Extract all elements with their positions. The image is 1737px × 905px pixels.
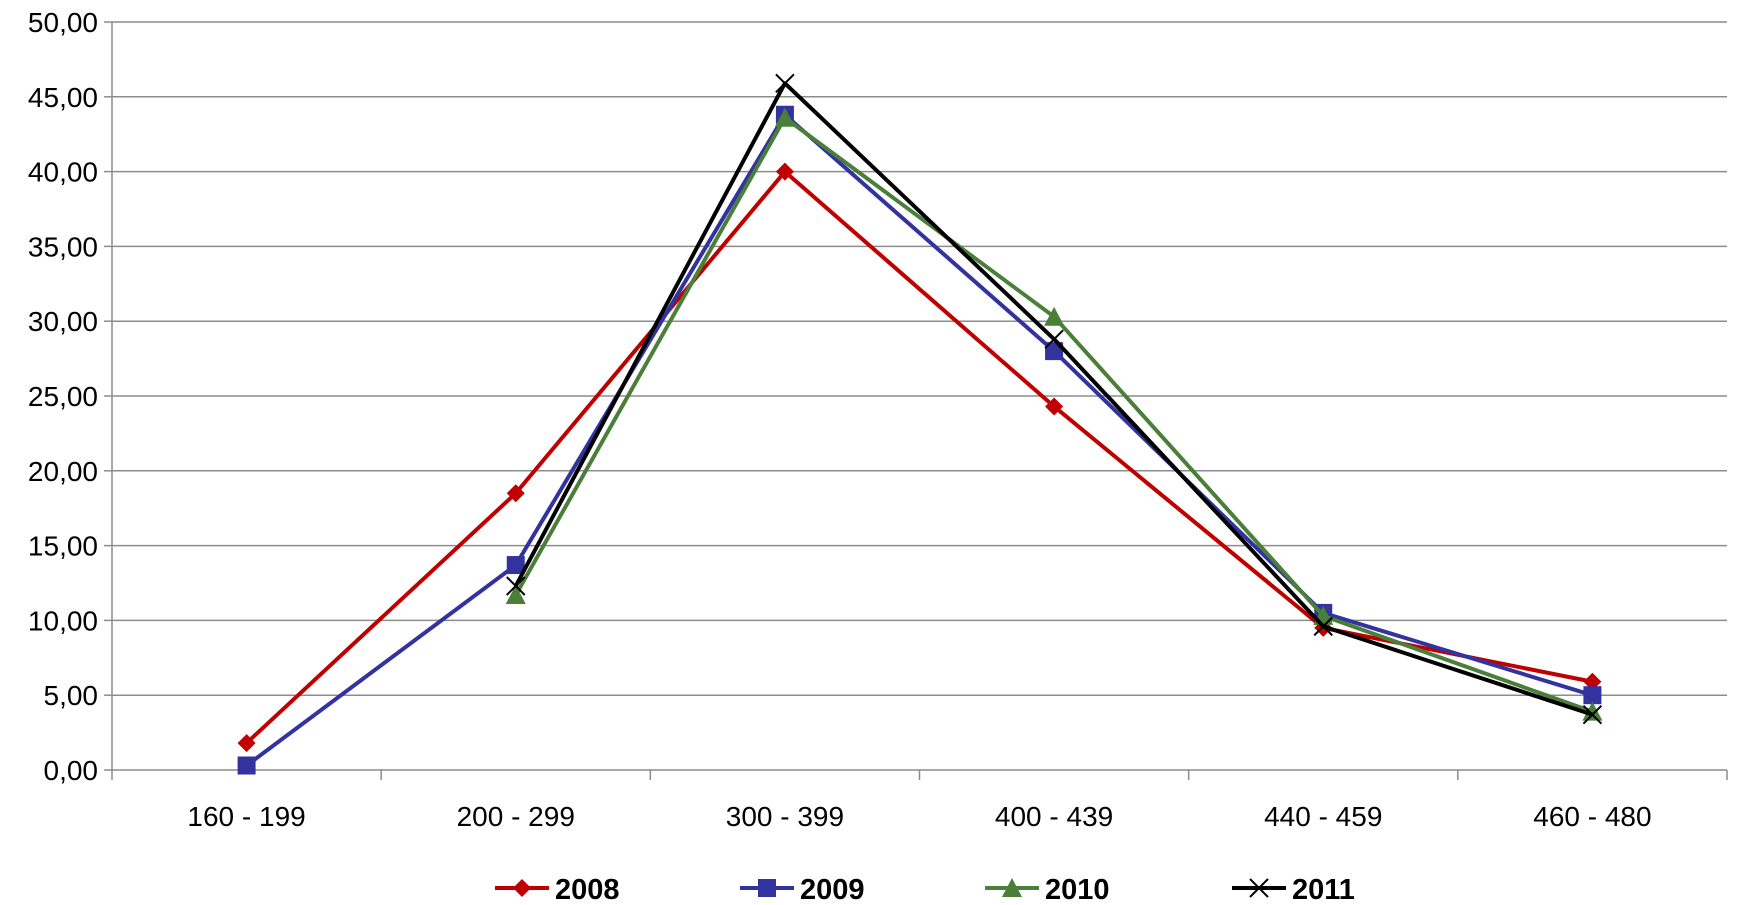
data-point-square	[506, 556, 525, 575]
x-tick-label: 160 - 199	[187, 801, 305, 832]
series-2011	[506, 73, 1603, 725]
gridlines	[112, 21, 1727, 696]
data-point-diamond	[775, 162, 794, 181]
data-point-x-stroke	[506, 576, 526, 596]
y-tick-label: 15,00	[28, 531, 98, 562]
legend-item-2010: 2010	[985, 874, 1110, 905]
x-tick-label: 200 - 299	[457, 801, 575, 832]
data-point-x	[1044, 329, 1064, 349]
data-point-x	[1582, 704, 1603, 725]
data-point-square	[237, 756, 256, 775]
legend: 2008 2009 2010 2011	[495, 874, 1355, 905]
y-tick-label: 20,00	[28, 456, 98, 487]
series-line	[245, 169, 1593, 745]
x-tick-label: 460 - 480	[1533, 801, 1651, 832]
legend-label: 2010	[1045, 874, 1110, 905]
data-point-x	[1313, 616, 1333, 637]
legend-label: 2008	[555, 874, 620, 905]
data-point-diamond	[237, 734, 256, 753]
data-point-triangle	[774, 107, 795, 127]
data-point-x	[775, 73, 795, 94]
data-point-x	[506, 576, 526, 596]
x-axis-tick-labels: 160 - 199 200 - 299 300 - 399 400 - 439 440 …	[187, 801, 1651, 832]
y-tick-label: 0,00	[44, 755, 99, 786]
data-point-triangle	[505, 584, 526, 604]
data-point-x-stroke	[1249, 878, 1269, 898]
data-point-x-stroke	[775, 73, 795, 94]
series-lines	[237, 73, 1603, 775]
y-tick-label: 50,00	[28, 7, 98, 38]
data-point-triangle	[1044, 306, 1065, 326]
legend-item-2011: 2011	[1232, 874, 1355, 905]
data-point-x-stroke	[1044, 329, 1064, 349]
x-tick-label: 400 - 439	[995, 801, 1113, 832]
legend-label: 2009	[800, 874, 865, 905]
y-tick-label: 10,00	[28, 605, 98, 636]
x-tick-label: 300 - 399	[726, 801, 844, 832]
series-2008	[237, 162, 1602, 753]
data-point-triangle	[1002, 878, 1022, 897]
y-tick-label: 35,00	[28, 231, 98, 262]
y-tick-label: 30,00	[28, 306, 98, 337]
data-point-diamond	[513, 879, 531, 897]
y-tick-label: 5,00	[44, 680, 99, 711]
legend-item-2008: 2008	[495, 874, 620, 905]
data-point-diamond	[506, 484, 525, 503]
data-point-x-stroke	[1582, 704, 1603, 725]
y-tick-label: 25,00	[28, 381, 98, 412]
axes	[104, 21, 1728, 780]
data-point-triangle	[1582, 701, 1603, 721]
y-tick-label: 45,00	[28, 82, 98, 113]
x-tick-label: 440 - 459	[1264, 801, 1382, 832]
legend-label: 2011	[1292, 874, 1355, 905]
data-point-x	[1249, 878, 1269, 898]
data-point-diamond	[1045, 397, 1064, 416]
data-point-square	[1583, 686, 1602, 705]
legend-item-2009: 2009	[740, 874, 865, 905]
y-tick-label: 40,00	[28, 157, 98, 188]
data-point-x-stroke	[1313, 616, 1333, 637]
series-line	[245, 112, 1594, 768]
data-point-square	[758, 879, 776, 897]
y-axis-tick-labels: 0,00 5,00 10,00 15,00 20,00 25,00 30,00 35,00 40…	[28, 7, 98, 786]
series-2009	[237, 105, 1602, 775]
